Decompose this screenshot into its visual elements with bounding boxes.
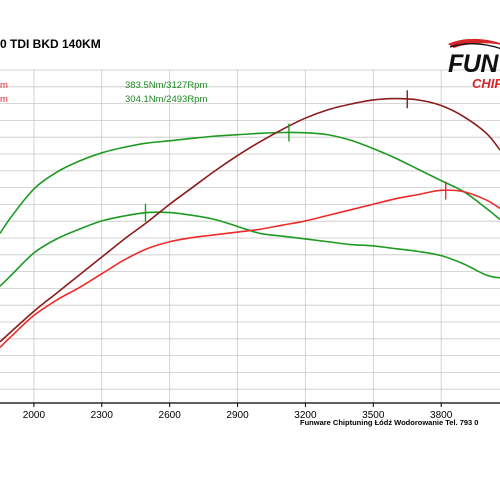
- series-line-torque_stock: [0, 211, 500, 287]
- chart-series: [0, 97, 500, 348]
- chart-grid: [0, 69, 500, 404]
- left-clipped-label-2: m: [0, 94, 8, 105]
- x-tick-label: 2600: [159, 410, 182, 421]
- logo-wordmark: FUN: [448, 50, 498, 78]
- x-tick-label: 2300: [91, 410, 114, 421]
- max-torque-stock-label: 304.1Nm/2493Rpm: [125, 94, 208, 105]
- logo-swoosh-icon: [448, 39, 500, 50]
- chart-title: 0 TDI BKD 140KM: [0, 37, 101, 51]
- series-line-power_tuned: [0, 97, 500, 343]
- series-line-power_stock: [0, 189, 500, 348]
- x-tick-label: 3500: [362, 410, 385, 421]
- footer-credit: Funware Chiptuning Łódź Wodorowanie Tel.…: [300, 418, 479, 427]
- x-axis-ticks: 2000 2300 2600 2900 3200 3500 3800: [23, 403, 453, 421]
- chart-markers: [144, 90, 447, 222]
- x-tick-label: 2000: [23, 410, 46, 421]
- left-clipped-label-1: m: [0, 80, 8, 91]
- x-tick-label: 3200: [294, 410, 317, 421]
- max-torque-tuned-label: 383.5Nm/3127Rpm: [125, 80, 208, 91]
- x-tick-label: 3800: [430, 410, 453, 421]
- series-line-torque_tuned: [0, 131, 500, 234]
- logo-subword: CHIP: [472, 76, 500, 91]
- x-tick-label: 2900: [226, 410, 249, 421]
